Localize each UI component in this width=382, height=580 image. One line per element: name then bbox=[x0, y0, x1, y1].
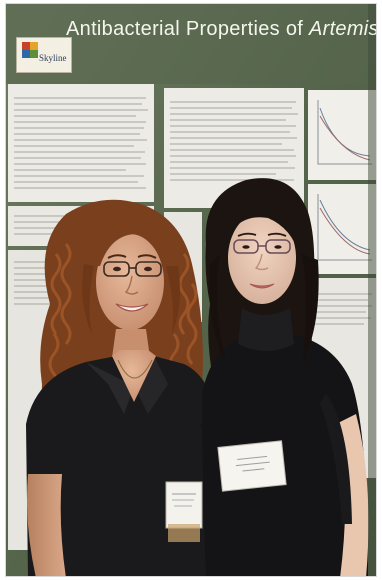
glasses-left bbox=[103, 261, 162, 277]
face-right bbox=[228, 212, 296, 304]
turtleneck-collar bbox=[238, 308, 294, 351]
sweater-right bbox=[202, 324, 368, 576]
college-logo: Skyline bbox=[16, 37, 72, 73]
abstract-panel bbox=[8, 84, 154, 202]
poster-title-main: Antibacterial Properties of bbox=[66, 18, 309, 40]
photograph: Antibacterial Properties of Artemisia Sk… bbox=[5, 3, 377, 577]
smile-left bbox=[115, 303, 149, 312]
graph-panel-bottom bbox=[308, 184, 376, 274]
name-badge-right bbox=[217, 440, 287, 492]
glasses-right bbox=[233, 239, 291, 254]
arm-left bbox=[27, 474, 66, 576]
logo-word: Skyline bbox=[39, 53, 67, 63]
graph-panel-top bbox=[308, 90, 376, 180]
person-right bbox=[202, 178, 369, 576]
face-left bbox=[96, 234, 164, 330]
hair-left-front bbox=[93, 211, 172, 274]
scene bbox=[6, 4, 376, 576]
hair-right-front bbox=[219, 191, 305, 266]
lips-right bbox=[249, 283, 275, 289]
name-badge-left bbox=[165, 481, 203, 529]
poster-title: Antibacterial Properties of Artemisia bbox=[66, 18, 376, 41]
person-left bbox=[26, 199, 222, 576]
poster-title-italic: Artemisia bbox=[308, 18, 376, 40]
